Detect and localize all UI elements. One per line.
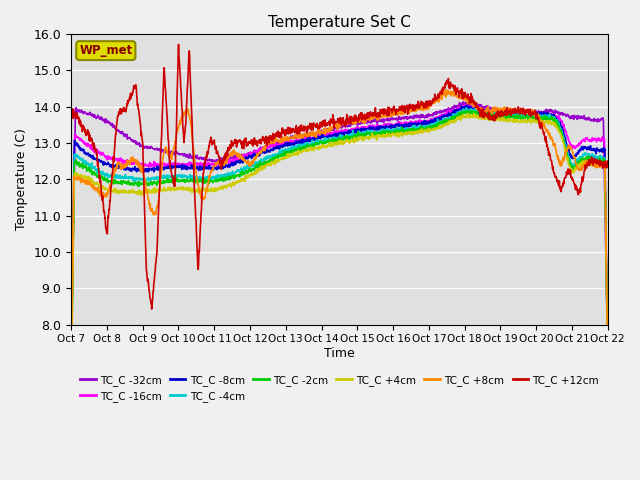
TC_C -16cm — [372, 124, 380, 130]
TC_C -4cm — [604, 358, 612, 364]
TC_C -32cm — [295, 133, 303, 139]
TC_C -2cm — [604, 362, 612, 368]
TC_C -16cm — [67, 372, 75, 377]
Line: TC_C -2cm: TC_C -2cm — [71, 111, 608, 386]
TC_C -4cm — [372, 130, 380, 136]
TC_C -32cm — [372, 118, 380, 123]
TC_C -32cm — [604, 354, 612, 360]
TC_C +4cm — [67, 390, 75, 396]
TC_C -8cm — [463, 103, 471, 108]
TC_C -4cm — [109, 175, 116, 180]
TC_C +8cm — [306, 132, 314, 137]
TC_C -32cm — [67, 349, 75, 355]
TC_C -8cm — [67, 375, 75, 381]
Line: TC_C -16cm: TC_C -16cm — [71, 105, 608, 374]
TC_C +8cm — [442, 87, 450, 93]
TC_C -32cm — [131, 139, 138, 145]
TC_C -4cm — [316, 137, 323, 143]
TC_C +12cm — [373, 113, 381, 119]
Y-axis label: Temperature (C): Temperature (C) — [15, 128, 28, 230]
TC_C -4cm — [295, 144, 303, 150]
TC_C -16cm — [295, 138, 303, 144]
Line: TC_C -4cm: TC_C -4cm — [71, 108, 608, 384]
TC_C -16cm — [604, 350, 612, 356]
Text: WP_met: WP_met — [79, 44, 132, 57]
TC_C +12cm — [67, 110, 75, 116]
X-axis label: Time: Time — [324, 347, 355, 360]
TC_C -2cm — [468, 108, 476, 114]
TC_C -8cm — [604, 354, 612, 360]
TC_C +12cm — [109, 169, 116, 175]
TC_C +8cm — [604, 374, 612, 380]
Line: TC_C -32cm: TC_C -32cm — [71, 102, 608, 357]
TC_C +12cm — [175, 42, 182, 48]
TC_C -8cm — [316, 135, 323, 141]
TC_C +4cm — [316, 146, 323, 152]
TC_C +8cm — [295, 132, 303, 138]
TC_C -2cm — [295, 145, 303, 151]
TC_C -32cm — [316, 130, 323, 135]
TC_C +4cm — [306, 146, 314, 152]
TC_C +4cm — [372, 133, 380, 139]
TC_C -32cm — [306, 132, 314, 137]
TC_C -2cm — [67, 384, 75, 389]
TC_C +12cm — [296, 126, 303, 132]
TC_C +4cm — [604, 364, 612, 370]
TC_C -8cm — [306, 139, 314, 144]
TC_C -2cm — [372, 131, 380, 136]
TC_C +8cm — [131, 158, 138, 164]
TC_C +4cm — [463, 110, 471, 116]
TC_C -8cm — [109, 163, 116, 169]
TC_C -16cm — [109, 155, 116, 161]
Line: TC_C +8cm: TC_C +8cm — [71, 90, 608, 379]
TC_C -16cm — [316, 133, 323, 139]
TC_C -2cm — [109, 181, 116, 187]
TC_C -16cm — [306, 133, 314, 139]
TC_C +12cm — [148, 306, 156, 312]
TC_C -8cm — [295, 139, 303, 145]
TC_C +12cm — [307, 120, 314, 126]
TC_C +12cm — [131, 86, 138, 92]
Line: TC_C +12cm: TC_C +12cm — [71, 45, 608, 309]
TC_C +8cm — [109, 176, 116, 181]
TC_C -32cm — [460, 99, 467, 105]
TC_C -2cm — [306, 144, 314, 149]
TC_C +4cm — [131, 189, 138, 195]
Legend: TC_C -32cm, TC_C -16cm, TC_C -8cm, TC_C -4cm, TC_C -2cm, TC_C +4cm, TC_C +8cm, T: TC_C -32cm, TC_C -16cm, TC_C -8cm, TC_C … — [76, 371, 603, 406]
TC_C +4cm — [295, 150, 303, 156]
TC_C -2cm — [316, 140, 323, 145]
TC_C -4cm — [67, 381, 75, 386]
TC_C +12cm — [604, 158, 612, 164]
TC_C -32cm — [109, 123, 116, 129]
TC_C -8cm — [372, 125, 380, 131]
TC_C +8cm — [372, 114, 380, 120]
TC_C +4cm — [109, 189, 116, 194]
TC_C +8cm — [67, 376, 75, 382]
TC_C +8cm — [316, 131, 323, 136]
TC_C -8cm — [131, 167, 138, 173]
TC_C -16cm — [131, 159, 138, 165]
Line: TC_C +4cm: TC_C +4cm — [71, 113, 608, 393]
TC_C -4cm — [463, 105, 470, 111]
TC_C -4cm — [306, 141, 314, 147]
TC_C -16cm — [461, 102, 469, 108]
Line: TC_C -8cm: TC_C -8cm — [71, 106, 608, 378]
TC_C +12cm — [316, 120, 324, 126]
TC_C -2cm — [131, 181, 138, 187]
Title: Temperature Set C: Temperature Set C — [268, 15, 411, 30]
TC_C -4cm — [131, 176, 138, 182]
